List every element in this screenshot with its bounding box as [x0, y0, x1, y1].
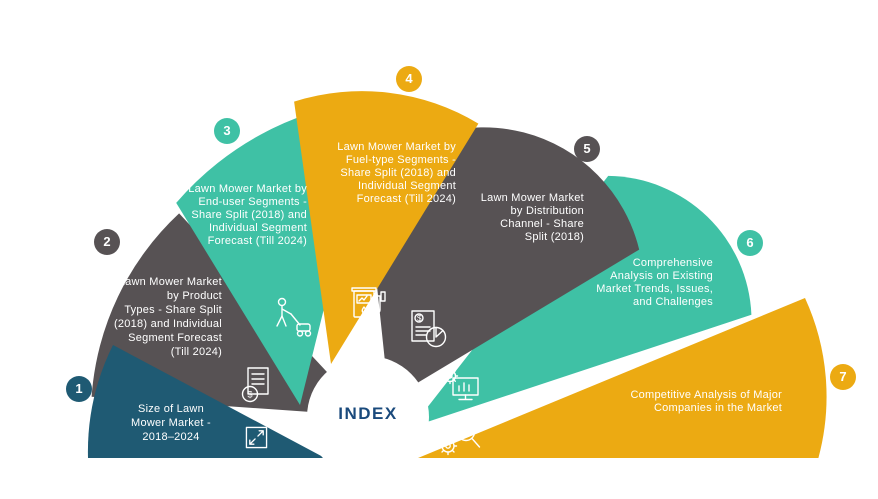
monitor-analysis-icon [440, 366, 480, 404]
badge-number: 3 [223, 123, 231, 138]
segment-number-6: 6 [737, 230, 763, 256]
pie-report-icon: $ [410, 309, 448, 349]
segment-label-2: Lawn Mower Market by Product Types - Sha… [114, 276, 222, 358]
segment-label-3: Lawn Mower Market by End-user Segments -… [188, 183, 307, 247]
segment-label-7: Competitive Analysis of Major Companies … [630, 389, 782, 414]
segment-number-5: 5 [574, 136, 600, 162]
segment-number-3: 3 [214, 118, 240, 144]
segment-number-2: 2 [94, 229, 120, 255]
badge-number: 7 [839, 369, 847, 384]
segment-number-1: 1 [66, 376, 92, 402]
forecast-document-icon: $ [238, 366, 272, 404]
competitive-analysis-icon [435, 417, 483, 457]
badge-number: 6 [746, 235, 754, 250]
center-title: INDEX [338, 404, 398, 423]
lawn-mower-icon [269, 295, 316, 342]
segment-wedge-7 [418, 298, 827, 458]
segment-number-4: 4 [396, 66, 422, 92]
segment-label-6: Comprehensive Analysis on Existing Marke… [596, 257, 713, 308]
segment-wedge-4 [294, 91, 479, 365]
badge-number: 2 [103, 234, 111, 249]
expand-arrows-icon [245, 426, 268, 449]
segment-label-5: Lawn Mower Market by Distribution Channe… [480, 192, 584, 243]
segment-label-1: Size of Lawn Mower Market - 2018–2024 [131, 403, 211, 443]
segment-number-7: 7 [830, 364, 856, 390]
fuel-pump-icon [350, 286, 388, 323]
segment-wedge-1 [87, 345, 325, 458]
badge-number: 5 [583, 141, 591, 156]
segment-label-4: Lawn Mower Market by Fuel-type Segments … [337, 141, 456, 205]
badge-number: 4 [405, 71, 413, 86]
segment-wedge-6 [412, 175, 752, 427]
svg-text:$: $ [248, 390, 253, 400]
svg-text:$: $ [417, 314, 422, 323]
center-circle [307, 356, 429, 478]
badge-number: 1 [75, 381, 83, 396]
